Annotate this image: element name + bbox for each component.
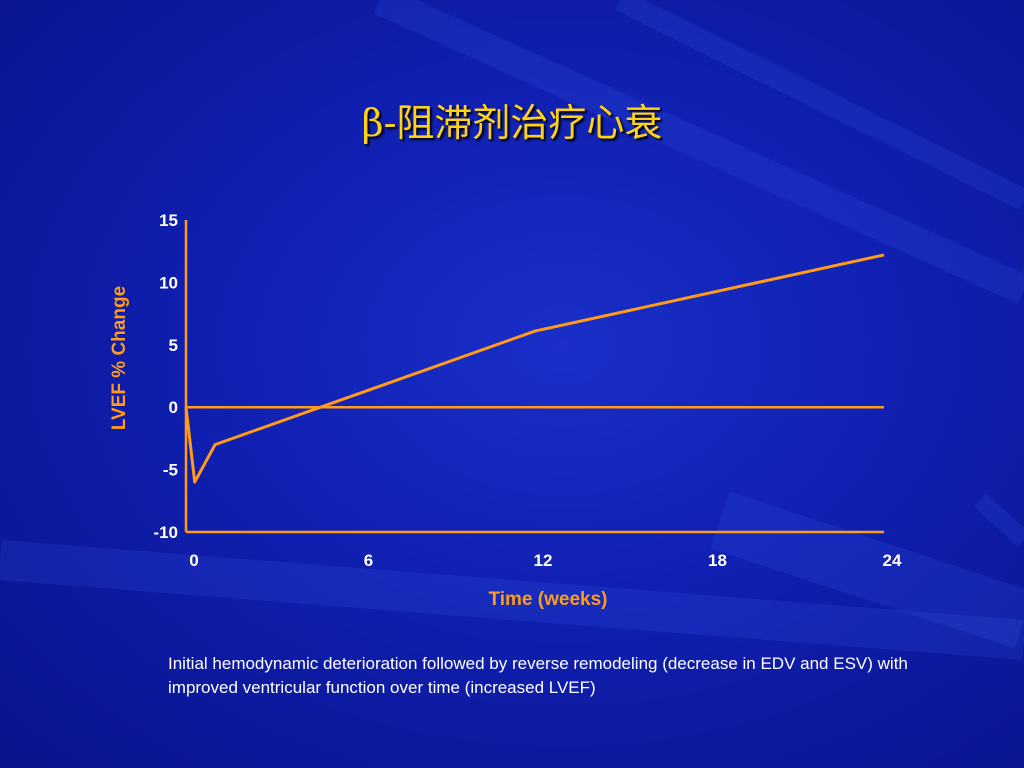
y-axis-label: LVEF % Change (109, 286, 130, 430)
slide-caption: Initial hemodynamic deterioration follow… (168, 654, 908, 697)
x-tick-label: 12 (534, 551, 553, 570)
slide-title: β-阻滞剂治疗心衰 (361, 101, 663, 145)
series-line-lvef (184, 253, 885, 484)
x-tick-label: 24 (883, 551, 902, 570)
y-tick-label: -5 (163, 461, 178, 480)
x-axis-ticks: 0 6 12 18 24 (189, 551, 902, 570)
y-tick-label: -10 (153, 523, 178, 542)
series (184, 253, 885, 484)
y-tick-label: 15 (159, 211, 178, 230)
y-tick-label: 10 (159, 273, 178, 292)
x-tick-label: 6 (364, 551, 373, 570)
x-axis-label: Time (weeks) (489, 589, 608, 610)
reference-lines (186, 405, 884, 534)
y-tick-label: 5 (169, 336, 178, 355)
y-tick-label: 0 (169, 398, 178, 417)
y-axis-ticks: -10 -5 0 5 10 15 (153, 211, 178, 542)
x-tick-label: 0 (189, 551, 198, 570)
x-tick-label: 18 (708, 551, 727, 570)
